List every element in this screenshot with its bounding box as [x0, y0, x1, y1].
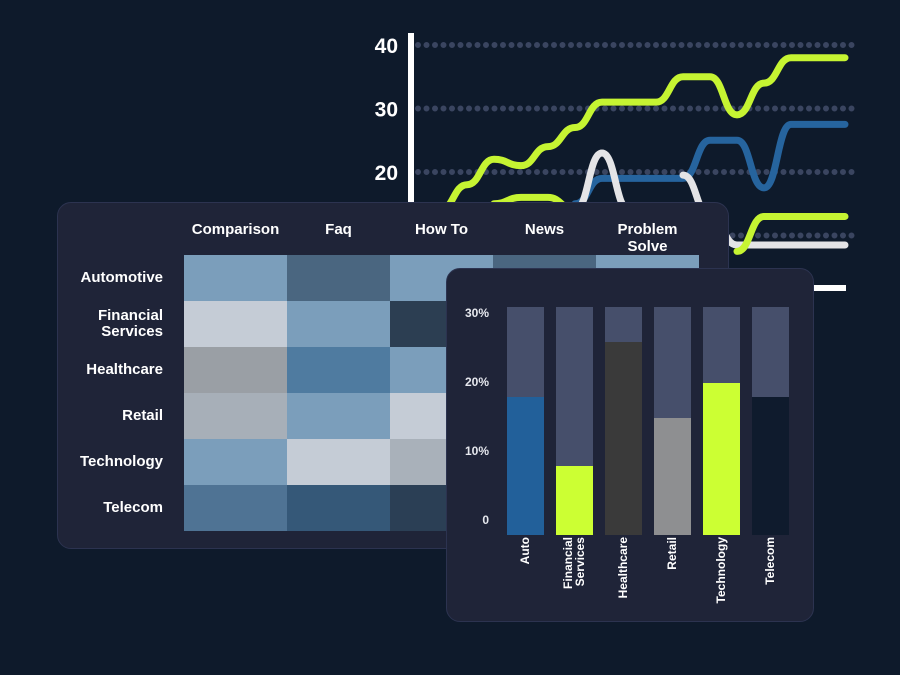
- bar-y-tick-label: 0: [482, 513, 489, 527]
- bar-x-label: Healthcare: [616, 537, 630, 599]
- heatmap-row-label: Automotive: [58, 255, 164, 301]
- heatmap-row-text: Technology: [79, 453, 163, 470]
- heatmap-row-text: Healthcare: [86, 361, 163, 378]
- heatmap-column-header: News: [524, 221, 565, 238]
- bar-healthcare: [605, 341, 642, 535]
- bar-telecom: [752, 397, 789, 535]
- heatmap-row-text: Financial Services: [97, 307, 163, 340]
- heatmap-column-header: Comparison: [191, 221, 280, 238]
- y-tick-label: 40: [375, 35, 398, 58]
- bar-x-label: Auto: [518, 537, 532, 565]
- line-series-lime-lower: [733, 212, 849, 255]
- heatmap-cell: [287, 347, 390, 393]
- heatmap-cell: [184, 347, 287, 393]
- line-series-lime-upper: [436, 54, 849, 214]
- heatmap-row-text: Retail: [122, 407, 163, 424]
- heatmap-row-label: Healthcare: [58, 347, 163, 393]
- heatmap-row-label: Technology: [58, 439, 163, 485]
- heatmap-cell: [184, 301, 287, 347]
- heatmap-row-text: Automotive: [80, 269, 164, 286]
- line-series-blue: [571, 120, 849, 208]
- heatmap-cell: [184, 393, 287, 439]
- heatmap-row-text: Telecom: [103, 499, 163, 516]
- heatmap-cell: [287, 255, 390, 301]
- heatmap-cell: [287, 301, 390, 347]
- heatmap-cell: [184, 439, 287, 485]
- bar-technology: [703, 383, 740, 535]
- heatmap-column-header: Problem Solve: [617, 221, 678, 255]
- heatmap-row-label: Retail: [58, 393, 163, 439]
- bar-y-tick-label: 10%: [464, 444, 489, 458]
- bar-y-tick-label: 20%: [464, 375, 489, 389]
- bar-x-label: Retail: [665, 537, 679, 570]
- heatmap-cell: [184, 485, 287, 531]
- bar-y-tick-label: 30%: [464, 306, 489, 320]
- heatmap-cell: [287, 485, 390, 531]
- bar-retail: [654, 417, 691, 535]
- bar-auto: [507, 397, 544, 535]
- bar-x-label: Technology: [714, 537, 728, 604]
- heatmap-column-header: How To: [414, 221, 469, 238]
- line-series-white: [571, 149, 633, 214]
- heatmap-cell: [184, 255, 287, 301]
- bar-x-label: Financial Services: [561, 537, 587, 590]
- heatmap-cell: [287, 393, 390, 439]
- bar-financial-services: [556, 466, 593, 535]
- bar-x-label: Telecom: [763, 537, 777, 585]
- heatmap-cell: [287, 439, 390, 485]
- heatmap-row-label: Telecom: [58, 485, 163, 531]
- bar-chart-card: 30% 20% 10% 0 Auto Financial Services Healthca…: [446, 268, 814, 622]
- y-tick-label: 20: [375, 162, 398, 185]
- y-tick-label: 30: [375, 99, 398, 122]
- heatmap-row-label: Financial Services: [58, 301, 163, 347]
- heatmap-column-header: Faq: [325, 221, 352, 238]
- y-axis: [408, 33, 414, 291]
